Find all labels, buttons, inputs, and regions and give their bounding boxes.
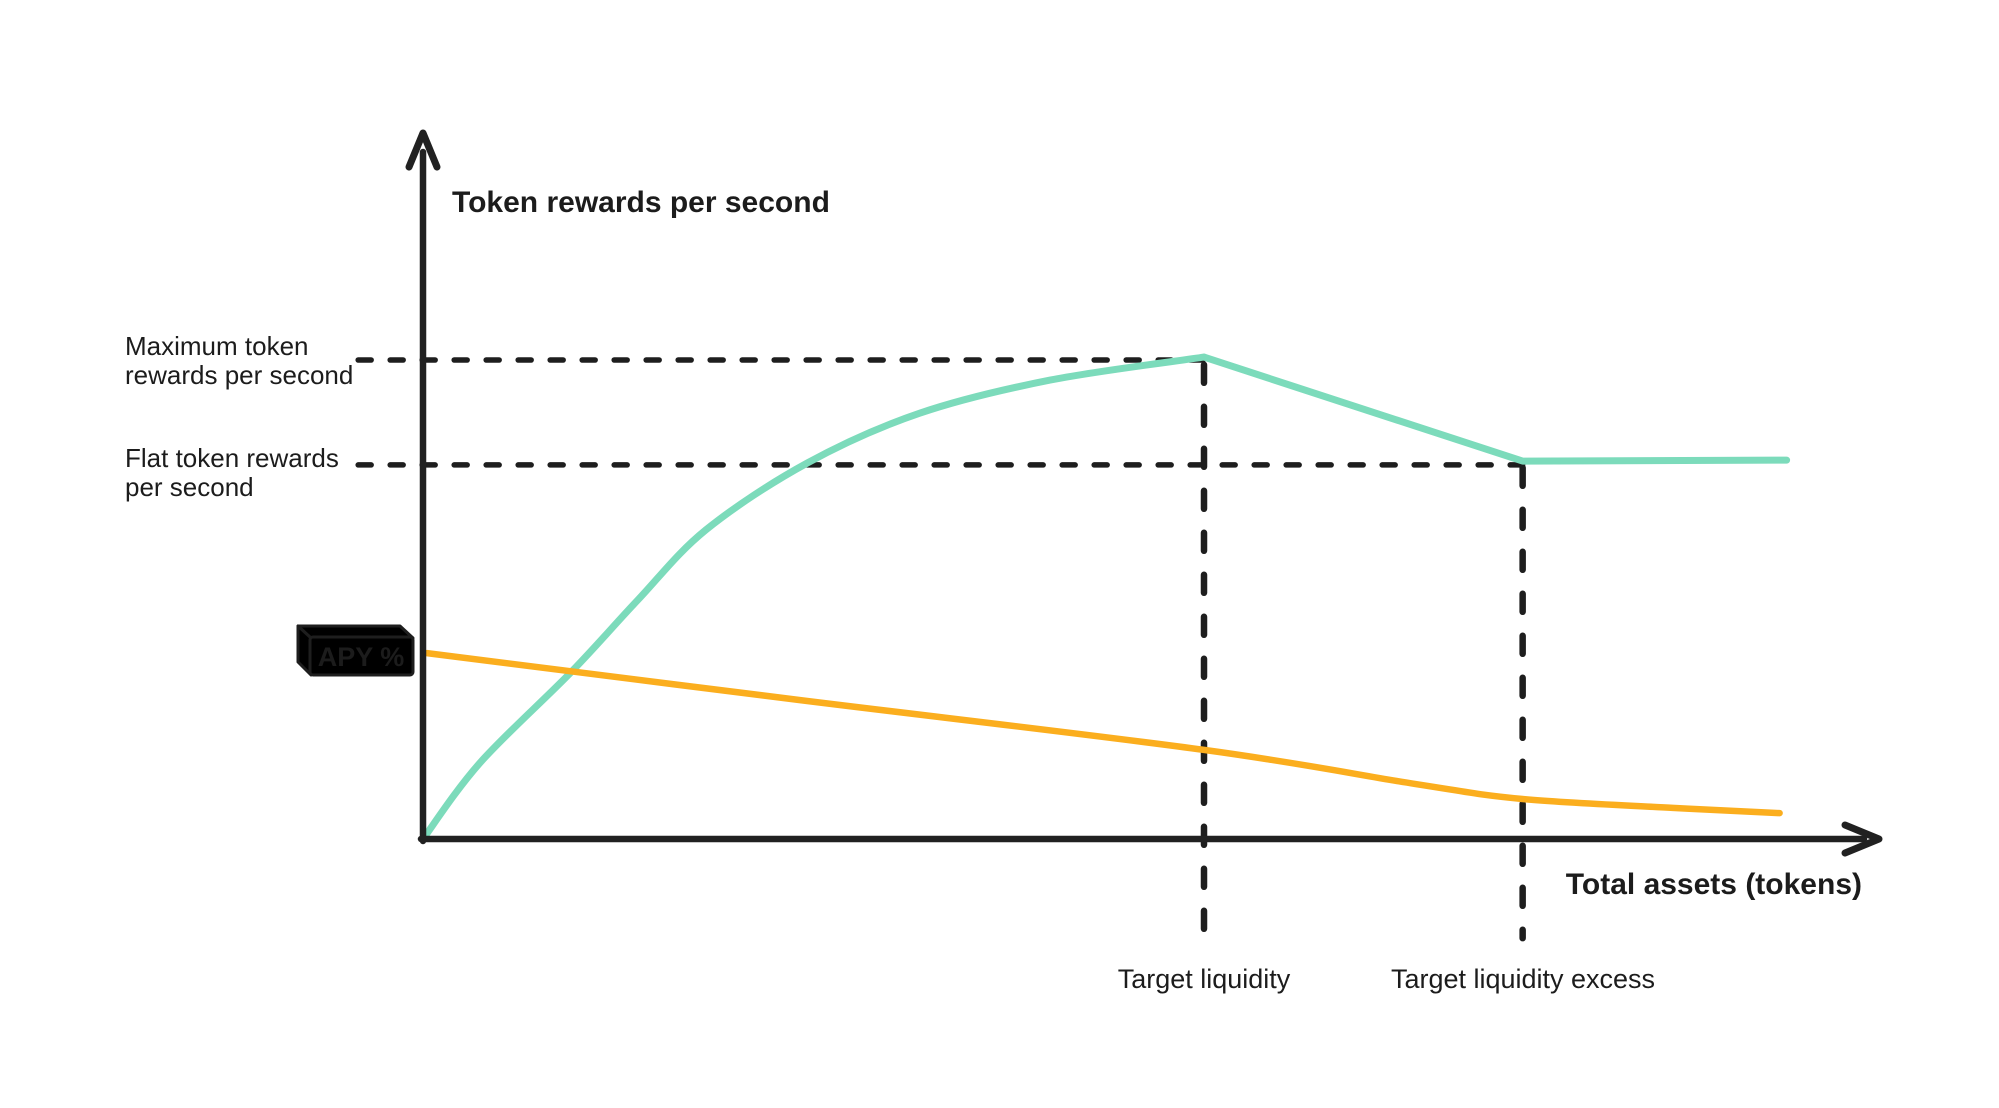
apy-badge: APY % [296, 624, 415, 677]
guide-lines [355, 357, 1526, 942]
flat-rewards-label-line2: per second [125, 472, 254, 502]
x-axis-title: Total assets (tokens) [1566, 868, 1862, 901]
apy-badge-front-face [308, 635, 415, 677]
flat-rewards-label-line1: Flat token rewards [125, 443, 339, 473]
max-rewards-label-line1: Maximum token [125, 331, 309, 361]
axes [405, 129, 1883, 857]
target-liquidity-excess-label: Target liquidity excess [1391, 964, 1655, 994]
y-axis-arrow-icon [405, 129, 441, 171]
x-axis-arrow-icon [1841, 821, 1883, 857]
rewards-curve-segment-1 [1200, 353, 1791, 465]
max-rewards-label-line2: rewards per second [125, 360, 353, 390]
series-curves [419, 353, 1791, 843]
apy-curve-segment-0 [423, 649, 1783, 817]
apy-badge-label: APY % [318, 642, 405, 672]
target-liquidity-label: Target liquidity [1118, 964, 1291, 994]
y-axis-title: Token rewards per second [452, 186, 830, 219]
rewards-curve-segment-0 [419, 353, 1208, 843]
